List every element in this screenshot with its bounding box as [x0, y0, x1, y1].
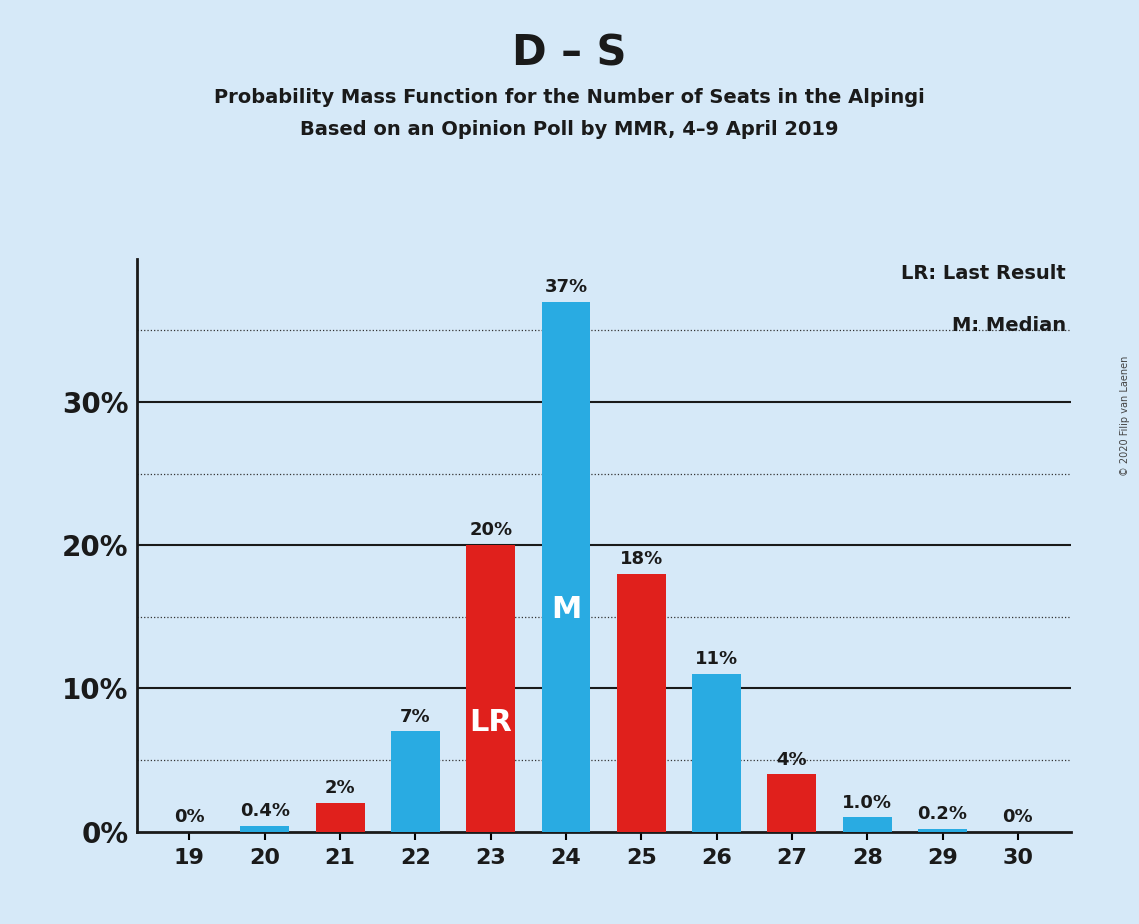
- Bar: [617, 574, 666, 832]
- Bar: [316, 803, 364, 832]
- Text: M: Median: M: Median: [952, 316, 1066, 335]
- Text: D – S: D – S: [513, 32, 626, 74]
- Text: © 2020 Filip van Laenen: © 2020 Filip van Laenen: [1121, 356, 1130, 476]
- Bar: [843, 817, 892, 832]
- Text: 0.2%: 0.2%: [918, 805, 968, 823]
- Bar: [240, 826, 289, 832]
- Text: 0%: 0%: [174, 808, 205, 826]
- Text: Based on an Opinion Poll by MMR, 4–9 April 2019: Based on an Opinion Poll by MMR, 4–9 Apr…: [301, 120, 838, 140]
- Bar: [391, 732, 440, 832]
- Text: 7%: 7%: [400, 708, 431, 725]
- Bar: [693, 675, 741, 832]
- Bar: [466, 545, 515, 832]
- Bar: [918, 829, 967, 832]
- Text: LR: LR: [469, 709, 513, 737]
- Text: M: M: [551, 594, 581, 624]
- Text: LR: Last Result: LR: Last Result: [901, 264, 1066, 284]
- Text: 0.4%: 0.4%: [239, 802, 289, 821]
- Text: 18%: 18%: [620, 550, 663, 568]
- Bar: [768, 774, 817, 832]
- Text: 37%: 37%: [544, 278, 588, 296]
- Text: 2%: 2%: [325, 779, 355, 797]
- Text: 0%: 0%: [1002, 808, 1033, 826]
- Text: 20%: 20%: [469, 521, 513, 540]
- Text: 11%: 11%: [695, 650, 738, 668]
- Bar: [541, 301, 590, 832]
- Text: 4%: 4%: [777, 750, 808, 769]
- Text: Probability Mass Function for the Number of Seats in the Alpingi: Probability Mass Function for the Number…: [214, 88, 925, 107]
- Text: 1.0%: 1.0%: [843, 794, 892, 811]
